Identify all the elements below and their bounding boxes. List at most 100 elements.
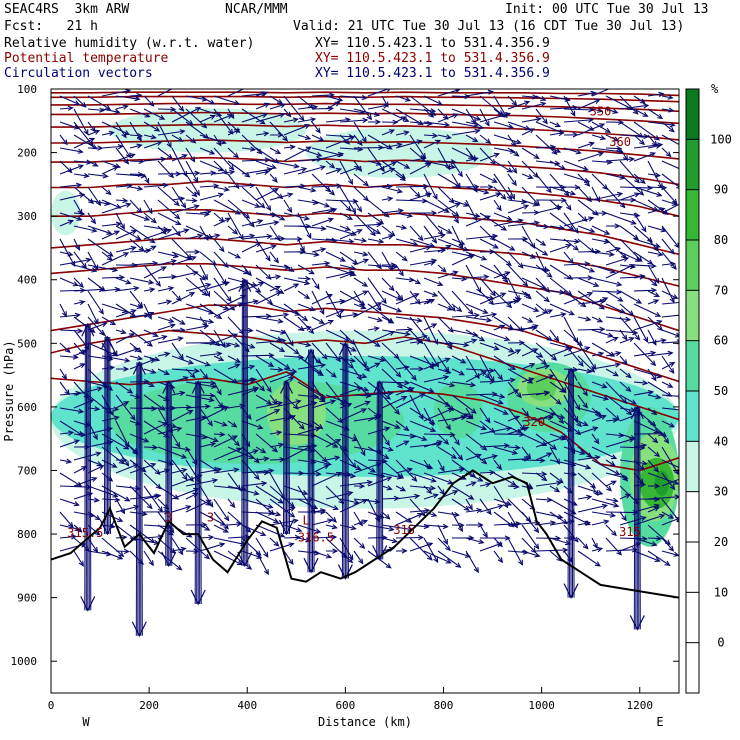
vector-arrow bbox=[269, 372, 295, 383]
vector-arrow bbox=[101, 203, 131, 214]
vector-head bbox=[449, 432, 456, 438]
vector-arrow bbox=[227, 199, 250, 219]
vector-head bbox=[305, 325, 312, 331]
vector-arrow bbox=[521, 407, 529, 417]
vector-arrow bbox=[549, 277, 572, 296]
vector-head bbox=[458, 370, 465, 376]
vector-arrow bbox=[577, 394, 588, 408]
vector-arrow bbox=[115, 550, 129, 553]
vector-head bbox=[364, 400, 371, 406]
updraft-vector bbox=[103, 336, 106, 535]
vector-head bbox=[182, 474, 188, 481]
vector-head bbox=[681, 201, 686, 205]
vector-arrow bbox=[647, 93, 664, 97]
vector-head bbox=[356, 386, 363, 392]
vector-head bbox=[137, 185, 144, 192]
vector-head bbox=[476, 507, 483, 514]
vector-arrow bbox=[129, 108, 150, 118]
vector-arrow bbox=[381, 197, 393, 201]
vector-head bbox=[533, 306, 540, 312]
vector-arrow bbox=[325, 225, 356, 236]
vector-arrow bbox=[423, 134, 437, 137]
vector-arrow bbox=[269, 212, 285, 221]
vector-head bbox=[245, 441, 251, 448]
vector-head bbox=[442, 114, 449, 120]
vector-arrow bbox=[577, 186, 592, 202]
vector-arrow bbox=[661, 362, 675, 370]
vector-head bbox=[289, 372, 296, 378]
vector-arrow bbox=[591, 121, 611, 133]
vector-head bbox=[388, 526, 395, 532]
vector-arrow bbox=[479, 427, 512, 435]
vector-head bbox=[653, 428, 660, 434]
vector-head bbox=[509, 377, 516, 383]
downdraft-head bbox=[278, 519, 295, 536]
vector-head bbox=[61, 373, 68, 380]
vector-arrow bbox=[185, 368, 196, 378]
vector-arrow bbox=[479, 420, 495, 433]
vector-head bbox=[375, 119, 382, 125]
vector-arrow bbox=[199, 95, 215, 105]
vector-head bbox=[118, 458, 125, 465]
vector-head bbox=[447, 343, 453, 350]
vector-arrow bbox=[451, 212, 459, 223]
vector-head bbox=[272, 399, 278, 406]
vector-arrow bbox=[59, 258, 91, 266]
vector-head bbox=[597, 107, 604, 113]
vector-head bbox=[207, 420, 213, 427]
vector-arrow bbox=[227, 225, 238, 235]
vector-head bbox=[148, 279, 155, 285]
vector-arrow bbox=[563, 251, 574, 264]
vector-arrow bbox=[73, 264, 97, 272]
colorbar-unit: % bbox=[711, 82, 719, 96]
vector-head bbox=[266, 399, 273, 405]
vector-head bbox=[590, 483, 597, 489]
vector-head bbox=[506, 215, 513, 221]
vector-head bbox=[658, 91, 665, 97]
vector-arrow bbox=[241, 134, 262, 155]
vector-arrow bbox=[143, 229, 172, 240]
vector-arrow bbox=[353, 302, 382, 318]
vector-arrow bbox=[199, 185, 219, 188]
vector-arrow bbox=[521, 472, 547, 475]
vector-arrow bbox=[507, 95, 517, 106]
vector-arrow bbox=[591, 173, 608, 190]
vector-arrow bbox=[563, 212, 579, 233]
vector-arrow bbox=[115, 329, 126, 334]
vector-arrow bbox=[395, 440, 409, 448]
vector-arrow bbox=[507, 349, 521, 357]
vector-head bbox=[356, 374, 362, 381]
vector-head bbox=[489, 469, 496, 476]
vector-arrow bbox=[283, 95, 305, 121]
vector-head bbox=[470, 481, 477, 487]
vector-arrow bbox=[129, 463, 156, 474]
vector-head bbox=[350, 346, 357, 352]
vector-arrow bbox=[339, 95, 367, 99]
vector-head bbox=[91, 267, 98, 273]
vector-arrow bbox=[577, 427, 598, 435]
vector-head bbox=[412, 241, 419, 247]
vector-arrow bbox=[493, 368, 503, 380]
vector-head bbox=[189, 372, 196, 379]
vector-head bbox=[376, 221, 383, 228]
vector-head bbox=[350, 265, 357, 271]
vector-arrow bbox=[633, 186, 662, 197]
vector-head bbox=[643, 133, 650, 140]
vector-arrow bbox=[283, 185, 305, 188]
colorbar-tick-label: 50 bbox=[714, 384, 728, 398]
vector-arrow bbox=[353, 199, 362, 212]
vector-head bbox=[647, 236, 653, 243]
vector-arrow bbox=[269, 275, 281, 279]
vector-head bbox=[173, 494, 180, 500]
vector-arrow bbox=[353, 238, 367, 242]
vector-head bbox=[313, 251, 320, 257]
vector-arrow bbox=[591, 415, 606, 422]
vector-arrow bbox=[297, 303, 315, 311]
vector-head bbox=[361, 519, 369, 525]
vector-head bbox=[525, 516, 532, 523]
vector-head bbox=[339, 256, 347, 262]
vector-arrow bbox=[213, 468, 239, 474]
vector-arrow bbox=[563, 238, 579, 251]
vector-arrow bbox=[521, 550, 540, 557]
vector-head bbox=[401, 255, 408, 262]
